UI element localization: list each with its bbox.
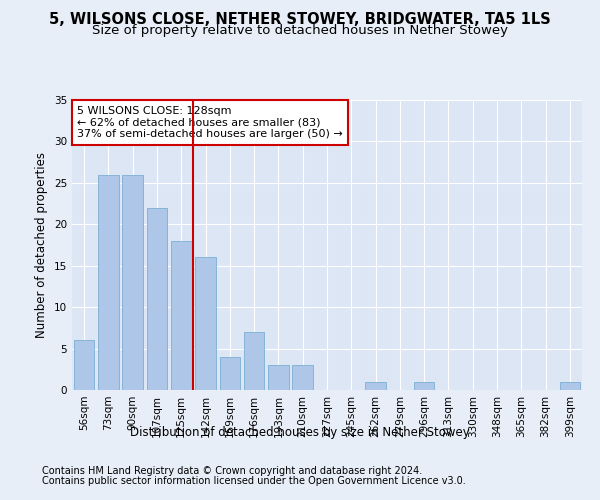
Bar — [98, 174, 119, 390]
Text: Distribution of detached houses by size in Nether Stowey: Distribution of detached houses by size … — [130, 426, 470, 439]
Text: Contains HM Land Registry data © Crown copyright and database right 2024.: Contains HM Land Registry data © Crown c… — [42, 466, 422, 476]
Y-axis label: Number of detached properties: Number of detached properties — [35, 152, 49, 338]
Bar — [244, 332, 265, 390]
Bar — [171, 241, 191, 390]
Bar — [268, 365, 289, 390]
Text: 5, WILSONS CLOSE, NETHER STOWEY, BRIDGWATER, TA5 1LS: 5, WILSONS CLOSE, NETHER STOWEY, BRIDGWA… — [49, 12, 551, 28]
Bar — [195, 258, 216, 390]
Bar — [560, 382, 580, 390]
Text: Size of property relative to detached houses in Nether Stowey: Size of property relative to detached ho… — [92, 24, 508, 37]
Bar — [74, 340, 94, 390]
Bar — [292, 365, 313, 390]
Bar — [365, 382, 386, 390]
Bar — [414, 382, 434, 390]
Text: 5 WILSONS CLOSE: 128sqm
← 62% of detached houses are smaller (83)
37% of semi-de: 5 WILSONS CLOSE: 128sqm ← 62% of detache… — [77, 106, 343, 139]
Text: Contains public sector information licensed under the Open Government Licence v3: Contains public sector information licen… — [42, 476, 466, 486]
Bar — [220, 357, 240, 390]
Bar — [122, 174, 143, 390]
Bar — [146, 208, 167, 390]
